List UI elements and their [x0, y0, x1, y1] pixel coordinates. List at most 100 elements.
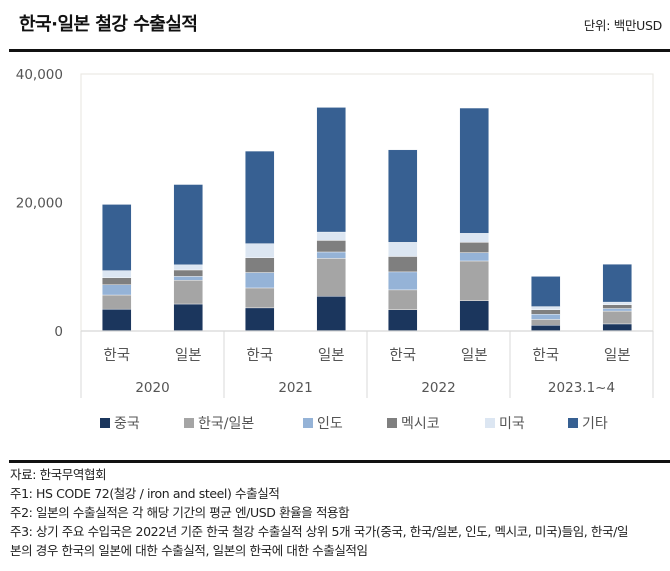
legend-item: 한국/일본 [184, 413, 254, 433]
bar-segment [388, 149, 418, 243]
bar-segment [531, 306, 561, 310]
legend-swatch [485, 418, 495, 428]
bar-segment [316, 258, 346, 297]
notes-divider [9, 460, 670, 463]
bar-stack [531, 276, 561, 332]
legend: 중국 한국/일본 인도 멕시코 미국 기타 [0, 413, 670, 435]
bar-segment [173, 264, 203, 271]
footnotes: 자료: 한국무역협회 주1: HS CODE 72(철강 / iron and … [10, 465, 665, 560]
bar-segment [173, 276, 203, 281]
legend-label: 멕시코 [401, 416, 440, 432]
x-tick-label: 일본 [461, 347, 488, 364]
legend-item: 미국 [485, 413, 525, 433]
plot-border [80, 73, 654, 332]
bar-stack [602, 263, 632, 332]
bar-segment [245, 243, 275, 258]
x-group-label: 2022 [421, 380, 455, 396]
legend-label: 인도 [317, 416, 343, 432]
x-tick-label: 일본 [318, 347, 345, 364]
legend-label: 기타 [582, 416, 608, 432]
legend-label: 한국/일본 [198, 416, 255, 432]
y-axis: 0 20,000 40,000 [16, 67, 63, 340]
bar-segment [102, 308, 132, 332]
legend-item: 중국 [100, 413, 140, 433]
legend-swatch [568, 418, 578, 428]
bar-segment [388, 289, 418, 310]
legend-swatch [303, 418, 313, 428]
note-3-cont: 본의 경우 한국의 일본에 대한 수출실적, 일본의 한국에 대한 수출실적임 [10, 543, 368, 558]
bar-segment [173, 303, 203, 332]
bar-segment [245, 307, 275, 332]
bar-stack [245, 150, 275, 332]
bar-segment [316, 251, 346, 259]
bar-segment [245, 272, 275, 289]
bar-segment [459, 242, 489, 253]
x-tick-label: 한국 [246, 347, 273, 364]
legend-swatch [100, 418, 110, 428]
y-tick-label: 40,000 [16, 67, 63, 83]
legend-swatch [387, 418, 397, 428]
bar-segment [531, 314, 561, 320]
x-group-label: 2023.1~4 [548, 380, 615, 396]
bar-stack [102, 204, 132, 332]
bar-segment [316, 231, 346, 241]
x-axis: 한국 일본 2020 한국 일본 2021 한국 일본 2022 한국 일본 2023.1~4 [80, 330, 654, 398]
bar-segment [316, 240, 346, 253]
bar-segment [245, 257, 275, 273]
bar-segment [602, 301, 632, 305]
bar-segment [602, 304, 632, 309]
note-1: 주1: HS CODE 72(철강 / iron and steel) 수출실적 [10, 486, 280, 501]
bar-segment [531, 319, 561, 326]
bar-segment [459, 300, 489, 332]
x-group-label: 2020 [135, 380, 169, 396]
bar-segment [173, 280, 203, 305]
bar-stack [316, 107, 346, 332]
bar-segment [531, 325, 561, 332]
top-divider [9, 49, 670, 52]
bar-stack [459, 107, 489, 332]
bar-segment [459, 107, 489, 234]
bar-segment [245, 150, 275, 244]
x-tick-label: 일본 [604, 347, 631, 364]
legend-item: 멕시코 [387, 413, 440, 433]
bar-segment [102, 284, 132, 296]
bar-segment [316, 296, 346, 332]
x-tick-label: 일본 [175, 347, 202, 364]
bar-segment [102, 294, 132, 310]
legend-item: 인도 [303, 413, 343, 433]
bar-segment [316, 107, 346, 233]
x-tick-label: 한국 [389, 347, 416, 364]
bars [102, 107, 632, 332]
bar-stack [388, 149, 418, 332]
bar-segment [388, 242, 418, 257]
bar-segment [388, 256, 418, 273]
legend-label: 미국 [499, 416, 525, 432]
bar-segment [602, 323, 632, 332]
x-tick-label: 한국 [532, 347, 559, 364]
bar-segment [459, 233, 489, 243]
unit-label: 단위: 백만USD [583, 18, 663, 33]
note-source: 자료: 한국무역협회 [10, 467, 107, 482]
legend-swatch [184, 418, 194, 428]
plot-frame [80, 73, 654, 332]
legend-item: 기타 [568, 413, 608, 433]
chart-title: 한국·일본 철강 수출실적 [19, 14, 198, 35]
bar-stack [173, 184, 203, 332]
bar-segment [388, 271, 418, 291]
y-tick-label: 0 [54, 324, 63, 340]
bar-segment [102, 270, 132, 278]
bar-segment [173, 269, 203, 277]
bar-segment [245, 287, 275, 309]
bar-segment [173, 184, 203, 266]
bar-segment [388, 309, 418, 332]
note-3: 주3: 상기 주요 수입국은 2022년 기준 한국 철강 수출실적 상위 5개… [10, 524, 629, 539]
note-2: 주2: 일본의 수출실적은 각 해당 기간의 평균 엔/USD 환율을 적용함 [10, 505, 350, 520]
bar-segment [459, 252, 489, 262]
bar-segment [531, 276, 561, 307]
bar-segment [602, 308, 632, 312]
bar-segment [459, 260, 489, 302]
legend-label: 중국 [114, 416, 140, 432]
bar-segment [102, 204, 132, 271]
bar-segment [531, 309, 561, 315]
